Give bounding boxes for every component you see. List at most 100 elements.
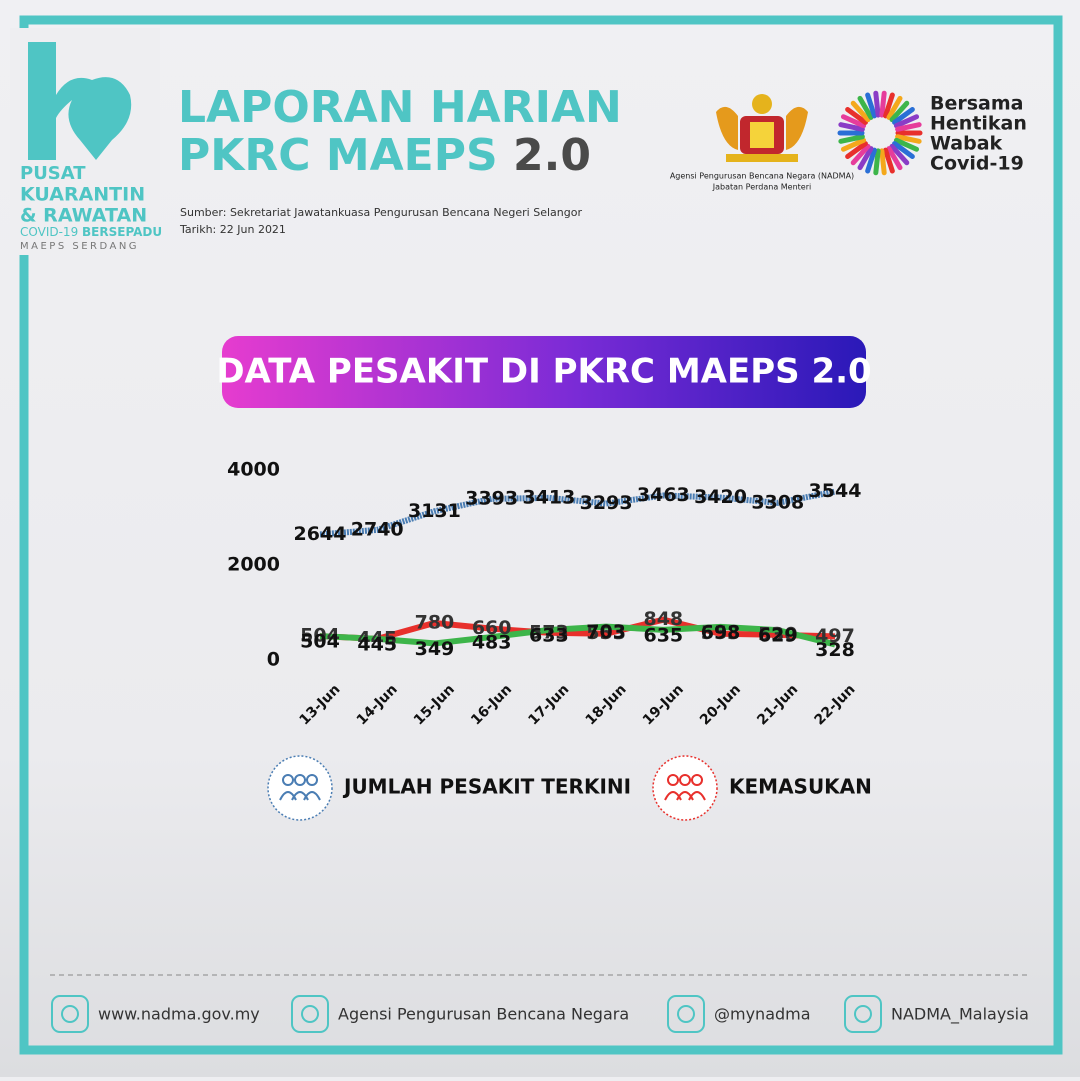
data-label: 848 — [643, 608, 683, 630]
data-label: 328 — [815, 639, 855, 661]
campaign-ray — [892, 141, 915, 160]
footer-icon — [51, 995, 89, 1033]
data-label: 530 — [758, 623, 798, 645]
logo-text: MAEPS SERDANG — [20, 241, 139, 252]
data-label: 553 — [586, 622, 626, 644]
series-line — [319, 488, 836, 538]
series-line — [319, 623, 836, 648]
campaign-ray — [840, 137, 867, 152]
campaign-ray — [850, 100, 871, 123]
footer-link: NADMA_Malaysia — [891, 1005, 1029, 1025]
data-label: 3131 — [408, 500, 461, 522]
legend-icon — [688, 791, 706, 801]
data-label: 504 — [300, 625, 340, 647]
footer-icon — [667, 995, 705, 1033]
legend-label: KEMASUKAN — [729, 775, 872, 799]
campaign-ray — [895, 122, 922, 132]
data-label: 633 — [529, 624, 569, 646]
campaign-ray — [873, 90, 881, 118]
arms-tiger — [786, 106, 808, 150]
campaign-ray — [893, 137, 920, 152]
data-label: 780 — [415, 611, 455, 633]
footer-icon-glyph — [301, 1005, 319, 1023]
campaign-text: Bersama — [930, 93, 1024, 115]
arms-tiger — [716, 106, 738, 150]
logo-text: PUSAT — [20, 163, 86, 184]
title: PKRC MAEPS — [178, 130, 498, 181]
legend-icon — [294, 774, 306, 786]
campaign-text: Covid-19 — [930, 153, 1024, 175]
campaign-ray — [895, 134, 922, 144]
y-tick-label: 4000 — [227, 459, 280, 481]
footer-link: www.nadma.gov.my — [98, 1005, 260, 1024]
data-label: 3293 — [580, 492, 633, 514]
campaign-ray — [873, 148, 881, 176]
legend-icon — [282, 774, 294, 786]
data-label: 3420 — [694, 486, 747, 508]
campaign-ray — [893, 114, 920, 129]
legend-icon — [667, 774, 679, 786]
campaign-ray — [886, 95, 903, 120]
legend-icon — [679, 774, 691, 786]
logo-text: COVID-19 BERSEPADU — [20, 225, 162, 239]
logo-mark — [28, 42, 132, 160]
title-version: 2.0 — [513, 130, 591, 181]
data-label: 445 — [357, 627, 397, 649]
campaign-ray — [857, 146, 874, 171]
legend-label: JUMLAH PESAKIT TERKINI — [342, 775, 631, 799]
series-line — [319, 616, 836, 642]
coat-of-arms — [716, 94, 808, 162]
legend-icon — [652, 755, 718, 821]
legend-icon — [664, 791, 682, 801]
arms-shield — [750, 122, 774, 148]
campaign-text: Hentikan — [930, 113, 1027, 135]
agency-name: Agensi Pengurusan Bencana Negara (NADMA) — [670, 172, 854, 181]
data-label: 2644 — [294, 523, 347, 545]
footer-icon-glyph — [61, 1005, 79, 1023]
data-label: 703 — [586, 621, 626, 643]
title: LAPORAN HARIAN — [178, 82, 622, 133]
campaign-ray — [883, 92, 895, 119]
legend-icon — [691, 774, 703, 786]
legend-icon — [279, 791, 297, 801]
agency-dept: Jabatan Perdana Menteri — [712, 183, 811, 192]
campaign-ray — [889, 100, 910, 123]
campaign-ray — [889, 143, 910, 166]
y-tick-label: 0 — [267, 649, 280, 671]
data-label: 349 — [415, 638, 455, 660]
campaign-ray — [845, 106, 868, 125]
campaign-ray — [865, 147, 877, 174]
legend-icon — [303, 791, 321, 801]
campaign-ray — [850, 143, 871, 166]
campaign-ray — [865, 92, 877, 119]
data-label: 629 — [758, 625, 798, 647]
data-label: 3544 — [809, 480, 862, 502]
logo-text: KUARANTIN — [20, 184, 145, 206]
data-label: 3413 — [522, 486, 575, 508]
date: Tarikh: 22 Jun 2021 — [179, 223, 286, 236]
data-label: 2740 — [351, 518, 404, 540]
data-label: 497 — [815, 625, 855, 647]
data-label: 660 — [472, 617, 512, 639]
data-label: 3308 — [751, 491, 804, 513]
data-label: 483 — [472, 632, 512, 654]
footer-link: @mynadma — [714, 1005, 811, 1024]
campaign-ray — [840, 114, 867, 129]
frame — [19, 15, 1063, 1055]
footer-link: Agensi Pengurusan Bencana Negara — [338, 1005, 629, 1024]
footer-icon — [291, 995, 329, 1033]
campaign-text: Wabak — [930, 133, 1003, 155]
footer: www.nadma.gov.my Agensi Pengurusan Bencan… — [51, 995, 1029, 1033]
source: Sumber: Sekretariat Jawatankuasa Penguru… — [180, 206, 582, 219]
campaign-ray — [857, 95, 874, 120]
chart-title: DATA PESAKIT DI PKRC MAEPS 2.0 — [216, 352, 871, 392]
data-label: 504 — [300, 631, 340, 653]
campaign-logo — [837, 90, 923, 176]
title: PKRC MAEPS 2.0 — [178, 130, 591, 181]
logo-text: & RAWATAN — [20, 205, 147, 227]
y-tick-label: 2000 — [227, 554, 280, 576]
